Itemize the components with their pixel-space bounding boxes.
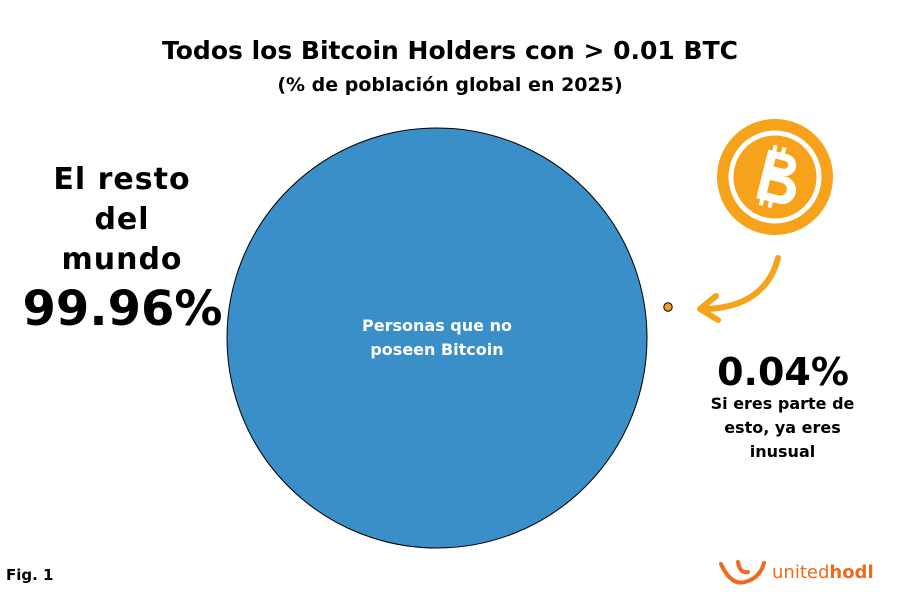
annotation: Personas que no poseen Bitcoin [362,316,512,359]
bubble [663,302,673,312]
value-label: 0.04% [717,350,849,394]
brand-part: united [772,562,830,583]
category-label: Si eres parte de esto, ya eres inusual [710,394,855,461]
title: Todos los Bitcoin Holders con > 0.01 BTC [162,36,738,65]
brand-part: hodl [829,562,874,583]
brand-icon [719,560,766,585]
value-label: 99.96% [22,281,223,337]
figure-label: Fig. 1 [6,566,54,584]
brand: unitedhodl [772,562,874,583]
bitcoin-logo [717,119,833,235]
category-label: El resto del mundo [53,162,191,277]
arrow-head [697,293,721,323]
bubble [226,127,648,549]
subtitle: (% de población global en 2025) [277,74,623,96]
arrow [702,255,781,312]
